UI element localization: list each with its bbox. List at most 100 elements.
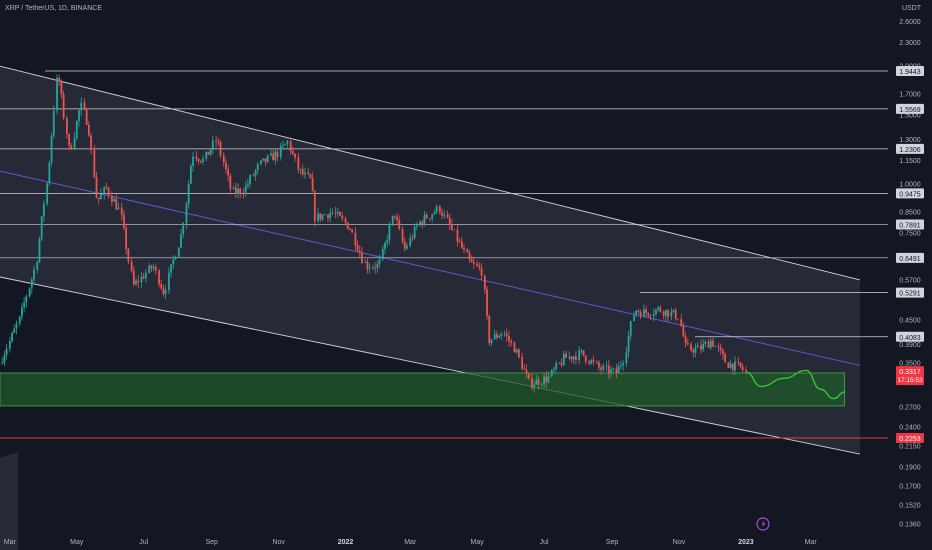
candle-body <box>639 311 642 317</box>
candle-body <box>729 363 732 368</box>
candle-body <box>38 238 41 263</box>
candle-body <box>154 266 157 271</box>
candle-body <box>73 137 76 150</box>
candle-body <box>376 263 379 269</box>
candle-body <box>202 158 204 163</box>
x-tick-label: Sep <box>205 539 218 546</box>
candle-body <box>62 94 65 119</box>
candle-body <box>115 199 118 210</box>
candle-body <box>11 332 13 341</box>
candle-body <box>162 288 165 294</box>
y-tick-label: 0.7500 <box>899 231 921 238</box>
y-tick-label: 2.3000 <box>899 40 921 47</box>
candle-body <box>3 355 6 363</box>
candle-body <box>83 102 86 109</box>
projection-curve[interactable] <box>745 369 845 400</box>
candle-body <box>545 376 548 383</box>
candle-body <box>354 232 357 246</box>
candle-body <box>40 216 43 239</box>
candle-body <box>229 175 232 190</box>
candle-body <box>582 350 585 356</box>
candle-body <box>727 362 730 368</box>
candle-body <box>562 353 565 366</box>
y-tick-label: 0.3500 <box>899 360 921 367</box>
candle-body <box>260 160 262 164</box>
candle-body <box>617 365 620 374</box>
candle-body <box>358 250 361 253</box>
candle-body <box>274 151 277 161</box>
candle-body <box>135 280 137 285</box>
candle-body <box>572 356 575 360</box>
candle-body <box>649 315 652 317</box>
price-axis[interactable]: 2.60002.30002.00001.70001.50001.30001.15… <box>896 19 924 528</box>
candle-body <box>421 221 424 225</box>
candle-body <box>282 144 284 146</box>
candle-body <box>284 144 287 145</box>
demand-zone-rect[interactable] <box>0 372 846 407</box>
candle-body <box>25 296 28 303</box>
level-price-label: 0.7891 <box>899 223 921 230</box>
candle-body <box>272 153 275 161</box>
candle-body <box>127 249 130 262</box>
x-tick-label: Nov <box>673 539 686 546</box>
candle-body <box>513 342 516 353</box>
candle-body <box>396 216 398 220</box>
candle-body <box>667 309 669 317</box>
candle-body <box>409 237 412 246</box>
candle-body <box>33 269 35 280</box>
time-axis[interactable]: Mar May Jul Sep Nov 2022 Mar May Jul Sep Nov 2023 Ma… <box>4 539 817 546</box>
candle-body <box>313 191 316 222</box>
candle-body <box>550 370 553 376</box>
candle-body <box>521 357 524 369</box>
x-tick-label: Nov <box>272 539 285 546</box>
candle-body <box>23 302 26 308</box>
candle-body <box>438 206 441 213</box>
candle-body <box>610 369 612 374</box>
level-price-label: 0.9475 <box>899 191 921 198</box>
candle-body <box>741 366 744 371</box>
candle-body <box>105 186 108 188</box>
candle-body <box>533 384 536 388</box>
candle-body <box>498 335 501 338</box>
channel-upper-line[interactable] <box>0 65 861 281</box>
channel-mid-line[interactable] <box>0 170 861 366</box>
candle-body <box>411 237 414 239</box>
candle-body <box>344 218 347 223</box>
candle-body <box>505 333 508 336</box>
candle-body <box>117 207 120 210</box>
candle-body <box>222 155 225 163</box>
y-tick-label: 1.1500 <box>899 158 921 165</box>
level-price-label-bg <box>896 433 924 443</box>
candle-body <box>336 212 339 214</box>
candle-body <box>97 197 100 200</box>
candle-body <box>578 350 581 360</box>
candle-body <box>643 309 645 317</box>
candle-body <box>570 356 573 360</box>
candle-body <box>388 224 391 240</box>
candle-body <box>476 263 479 266</box>
candle-body <box>415 225 418 227</box>
candle-body <box>319 213 322 220</box>
candle-body <box>690 344 692 351</box>
candle-body <box>686 342 689 345</box>
candle-body <box>1 362 4 364</box>
candle-body <box>535 379 538 385</box>
candle-body <box>232 187 235 190</box>
y-tick-label: 0.4500 <box>899 318 921 325</box>
candle-body <box>486 289 488 316</box>
candle-body <box>466 249 469 253</box>
candle-body <box>707 341 710 348</box>
candle-body <box>93 149 96 178</box>
candle-body <box>341 215 344 219</box>
candle-body <box>227 169 230 176</box>
candle-body <box>329 212 332 219</box>
candle-body <box>677 318 679 320</box>
lightning-icon[interactable] <box>756 517 770 531</box>
candle-body <box>291 151 294 154</box>
x-tick-label: Mar <box>404 539 417 546</box>
candle-body <box>456 229 459 242</box>
candle-body <box>381 249 384 260</box>
candle-body <box>702 343 705 350</box>
channel-lower-line[interactable] <box>0 276 861 455</box>
